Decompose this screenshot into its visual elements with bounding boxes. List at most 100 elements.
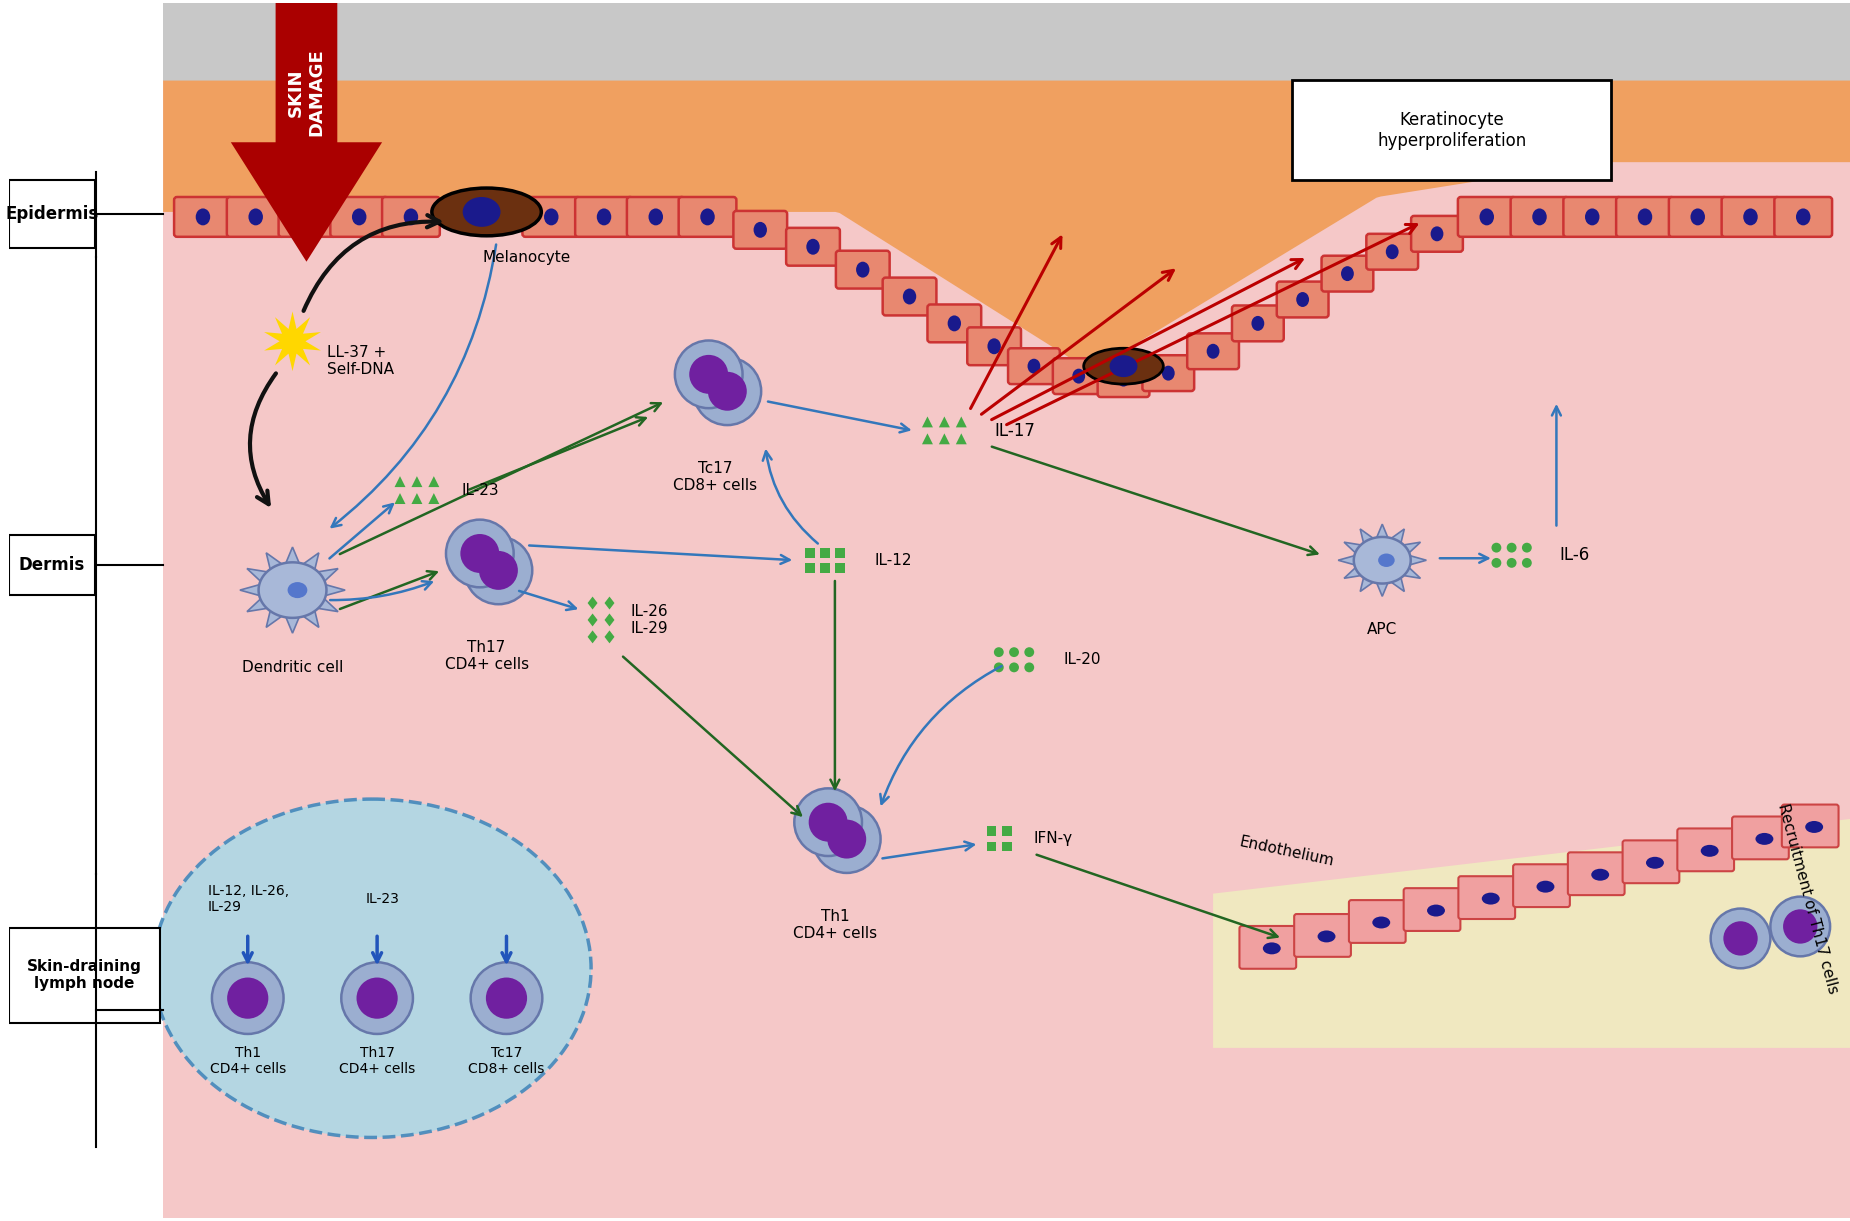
Ellipse shape (1206, 344, 1219, 359)
Text: Dendritic cell: Dendritic cell (242, 659, 344, 675)
FancyArrowPatch shape (992, 447, 1317, 556)
Polygon shape (956, 416, 968, 427)
Ellipse shape (479, 551, 518, 590)
Ellipse shape (1691, 209, 1706, 226)
Circle shape (1025, 647, 1034, 657)
FancyArrowPatch shape (1006, 225, 1417, 425)
Text: IL-23: IL-23 (364, 891, 400, 906)
Circle shape (993, 647, 1005, 657)
Ellipse shape (1117, 371, 1130, 387)
Ellipse shape (1373, 917, 1389, 928)
Circle shape (1523, 542, 1532, 553)
FancyArrowPatch shape (250, 374, 276, 504)
FancyArrowPatch shape (340, 403, 660, 554)
Text: SKIN
DAMAGE: SKIN DAMAGE (287, 49, 326, 137)
FancyBboxPatch shape (1669, 197, 1726, 237)
FancyArrowPatch shape (372, 937, 381, 962)
Circle shape (1008, 647, 1019, 657)
FancyArrowPatch shape (1439, 554, 1487, 563)
FancyArrowPatch shape (623, 657, 801, 816)
FancyBboxPatch shape (228, 197, 285, 237)
Ellipse shape (544, 209, 559, 226)
FancyArrowPatch shape (768, 402, 908, 432)
FancyBboxPatch shape (1458, 197, 1515, 237)
Circle shape (1491, 558, 1502, 568)
FancyArrowPatch shape (501, 937, 511, 962)
Ellipse shape (1637, 209, 1652, 226)
FancyBboxPatch shape (1188, 333, 1240, 369)
Polygon shape (300, 553, 318, 574)
Polygon shape (820, 563, 831, 573)
Polygon shape (394, 493, 405, 504)
Ellipse shape (903, 288, 916, 304)
FancyArrowPatch shape (329, 504, 392, 558)
FancyBboxPatch shape (1622, 840, 1680, 883)
FancyBboxPatch shape (1293, 81, 1611, 181)
Ellipse shape (464, 536, 533, 604)
Text: IL-12: IL-12 (875, 553, 912, 568)
FancyBboxPatch shape (786, 228, 840, 266)
FancyBboxPatch shape (1617, 197, 1674, 237)
FancyArrowPatch shape (529, 546, 790, 564)
Text: IFN-γ: IFN-γ (1034, 832, 1073, 846)
FancyBboxPatch shape (1367, 233, 1419, 270)
FancyArrowPatch shape (882, 841, 973, 858)
Ellipse shape (690, 355, 729, 394)
Ellipse shape (1743, 209, 1757, 226)
Ellipse shape (1482, 893, 1500, 905)
Polygon shape (834, 563, 845, 573)
Ellipse shape (487, 978, 527, 1018)
Circle shape (1506, 542, 1517, 553)
Ellipse shape (1646, 857, 1663, 869)
Ellipse shape (1532, 209, 1547, 226)
FancyBboxPatch shape (1008, 348, 1060, 385)
Ellipse shape (1027, 359, 1040, 374)
Ellipse shape (1378, 553, 1395, 567)
Ellipse shape (1426, 905, 1445, 917)
Ellipse shape (1724, 922, 1757, 956)
Polygon shape (1214, 819, 1850, 1048)
Polygon shape (921, 433, 932, 444)
FancyArrowPatch shape (303, 215, 438, 311)
Polygon shape (231, 2, 383, 261)
FancyArrowPatch shape (331, 244, 496, 527)
Polygon shape (940, 416, 949, 427)
Ellipse shape (357, 978, 398, 1018)
Ellipse shape (1783, 910, 1817, 944)
Polygon shape (956, 433, 968, 444)
Circle shape (1506, 558, 1517, 568)
Polygon shape (1360, 574, 1376, 591)
Ellipse shape (1770, 896, 1830, 956)
Ellipse shape (1297, 292, 1310, 306)
FancyBboxPatch shape (679, 197, 736, 237)
Polygon shape (1406, 554, 1426, 567)
Polygon shape (940, 433, 949, 444)
Polygon shape (588, 630, 598, 643)
Ellipse shape (709, 372, 747, 410)
FancyBboxPatch shape (1404, 888, 1460, 930)
Text: IL-20: IL-20 (1064, 652, 1101, 667)
FancyBboxPatch shape (575, 197, 633, 237)
FancyBboxPatch shape (1722, 197, 1780, 237)
Text: LL-37 +
Self-DNA: LL-37 + Self-DNA (327, 346, 394, 377)
Text: Skin-draining
lymph node: Skin-draining lymph node (28, 958, 142, 991)
Text: Th1
CD4+ cells: Th1 CD4+ cells (209, 1046, 287, 1076)
Text: APC: APC (1367, 621, 1397, 637)
Polygon shape (1375, 579, 1389, 596)
FancyArrowPatch shape (971, 237, 1060, 409)
Ellipse shape (403, 209, 418, 226)
Ellipse shape (1700, 845, 1719, 857)
Polygon shape (986, 841, 997, 851)
FancyBboxPatch shape (1097, 361, 1149, 397)
Ellipse shape (857, 261, 870, 277)
Polygon shape (163, 81, 1850, 370)
Ellipse shape (1756, 833, 1774, 845)
Ellipse shape (1317, 930, 1336, 943)
Text: Keratinocyte
hyperproliferation: Keratinocyte hyperproliferation (1376, 111, 1526, 150)
Polygon shape (246, 596, 274, 612)
FancyArrowPatch shape (244, 937, 252, 962)
Polygon shape (246, 569, 274, 585)
Ellipse shape (462, 197, 501, 227)
Ellipse shape (1591, 869, 1610, 880)
Circle shape (993, 663, 1005, 673)
